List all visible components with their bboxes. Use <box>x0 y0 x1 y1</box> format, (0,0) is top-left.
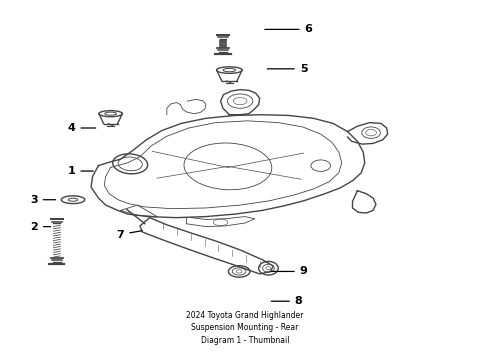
Text: 2024 Toyota Grand Highlander
Suspension Mounting - Rear
Diagram 1 - Thumbnail: 2024 Toyota Grand Highlander Suspension … <box>186 311 304 345</box>
Text: 4: 4 <box>68 123 96 133</box>
Text: 2: 2 <box>30 222 50 231</box>
Text: 7: 7 <box>117 230 142 239</box>
Text: 9: 9 <box>271 266 308 276</box>
Text: 6: 6 <box>265 24 313 35</box>
Text: 5: 5 <box>268 64 307 74</box>
Text: 1: 1 <box>68 166 93 176</box>
Text: 8: 8 <box>271 296 303 306</box>
Text: 3: 3 <box>30 195 55 205</box>
